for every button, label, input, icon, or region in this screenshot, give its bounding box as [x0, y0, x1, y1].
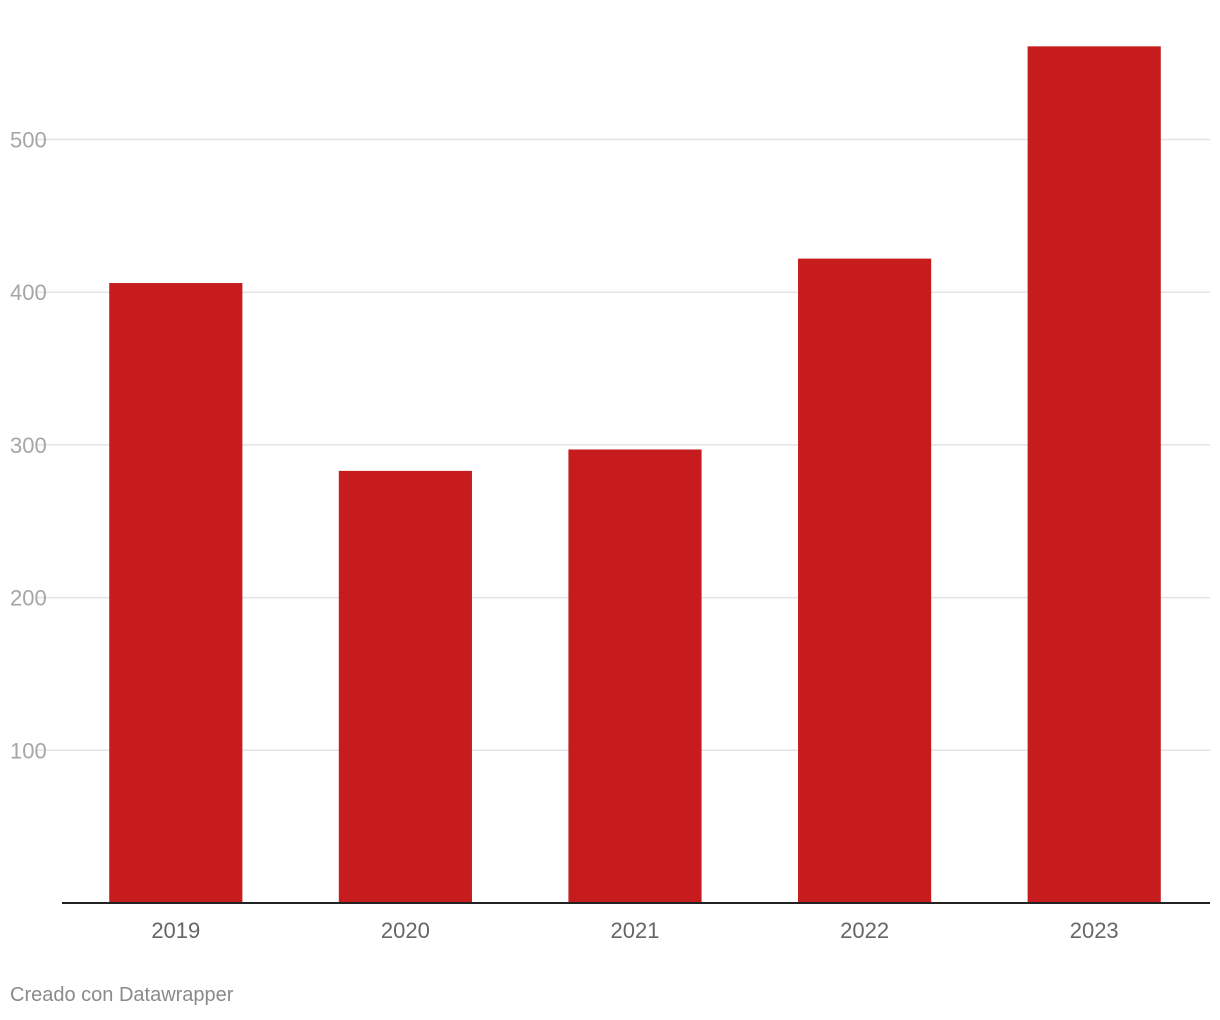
y-tick-label: 100	[10, 738, 47, 763]
x-tick-label: 2022	[840, 918, 889, 943]
bar-2023	[1027, 46, 1161, 903]
y-tick-label: 500	[10, 128, 47, 153]
y-axis-ticks: 100 200 300 400 500	[10, 128, 47, 764]
x-tick-label: 2023	[1070, 918, 1119, 943]
x-tick-label: 2021	[611, 918, 660, 943]
bar-chart: 100 200 300 400 500 2019 2020 2021 2022 2023	[10, 46, 1210, 943]
bar-2019	[109, 283, 243, 904]
bar-2020	[338, 470, 472, 903]
y-tick-label: 400	[10, 280, 47, 305]
y-tick-label: 300	[10, 433, 47, 458]
bars	[109, 46, 1161, 904]
bar-2021	[568, 449, 702, 903]
bar-2022	[798, 258, 932, 904]
credit-text: Creado con Datawrapper	[10, 984, 234, 1006]
x-tick-label: 2020	[381, 918, 430, 943]
x-axis-ticks: 2019 2020 2021 2022 2023	[151, 918, 1118, 943]
y-tick-label: 200	[10, 586, 47, 611]
x-tick-label: 2019	[151, 918, 200, 943]
